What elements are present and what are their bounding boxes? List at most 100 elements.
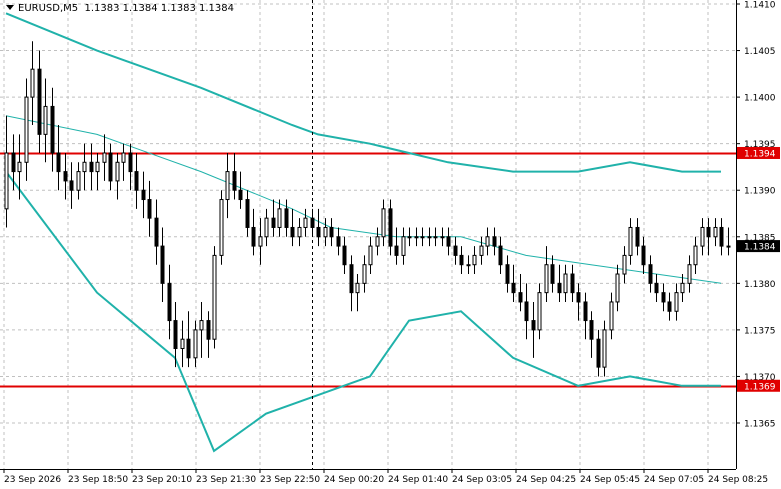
candle-body-bear bbox=[531, 320, 536, 331]
candle-body-bear bbox=[654, 282, 659, 294]
candle-body-bear bbox=[251, 226, 256, 247]
candle bbox=[537, 283, 542, 340]
candle-body-bear bbox=[583, 301, 588, 322]
level-price-label[interactable]: 1.1369 bbox=[744, 382, 776, 392]
candle bbox=[362, 255, 367, 293]
time-tick-label[interactable]: 23 Sep 18:50 bbox=[68, 475, 128, 485]
time-tick-label[interactable]: 23 Sep 22:50 bbox=[260, 475, 320, 485]
candle bbox=[206, 311, 211, 358]
candle bbox=[433, 227, 438, 247]
candle-body-bear bbox=[134, 171, 139, 191]
candle-body-bull bbox=[485, 236, 490, 247]
candle bbox=[615, 264, 620, 312]
time-tick-label[interactable]: 24 Sep 05:45 bbox=[580, 475, 640, 485]
candle bbox=[245, 190, 250, 237]
symbol-timeframe: EURUSD,M5 bbox=[18, 3, 79, 14]
candle-body-bear bbox=[667, 301, 672, 312]
time-tick-label[interactable]: 23 Sep 20:10 bbox=[132, 475, 192, 485]
candle bbox=[440, 227, 445, 247]
candle-body-bull bbox=[407, 236, 412, 239]
candle bbox=[674, 283, 679, 321]
candle-body-bull bbox=[440, 236, 445, 239]
time-tick-label[interactable]: 24 Sep 03:05 bbox=[452, 475, 512, 485]
candle bbox=[180, 320, 185, 368]
candle-body-bull bbox=[713, 226, 718, 238]
candle bbox=[687, 255, 692, 293]
candle bbox=[11, 134, 16, 191]
candle-body-bull bbox=[30, 68, 35, 98]
candle bbox=[342, 236, 347, 275]
current-price-label: 1.1384 bbox=[744, 243, 776, 253]
candle bbox=[251, 208, 256, 256]
candle-body-bear bbox=[342, 245, 347, 266]
candle-body-bear bbox=[50, 105, 55, 154]
candle bbox=[108, 143, 113, 191]
upper-band-line bbox=[5, 12, 721, 173]
price-tick-label: 1.1385 bbox=[744, 233, 776, 243]
candle bbox=[56, 125, 61, 191]
candle-body-bear bbox=[37, 68, 42, 135]
time-tick-label[interactable]: 23 Sep 2026 bbox=[4, 475, 61, 485]
candle bbox=[472, 246, 477, 275]
candle-body-bull bbox=[726, 245, 731, 248]
candle bbox=[186, 311, 191, 368]
time-tick-label[interactable]: 24 Sep 01:40 bbox=[388, 475, 448, 485]
candle-body-bear bbox=[557, 282, 562, 294]
candle-body-bull bbox=[102, 152, 107, 163]
candle-body-bull bbox=[420, 236, 425, 239]
time-tick-label[interactable]: 24 Sep 04:25 bbox=[516, 475, 576, 485]
candle-body-bull bbox=[375, 236, 380, 247]
level-price-label-bg[interactable] bbox=[737, 146, 780, 159]
candle-body-bull bbox=[680, 282, 685, 294]
candle bbox=[134, 152, 139, 209]
candle bbox=[43, 78, 48, 163]
candle-body-bull bbox=[466, 264, 471, 267]
candle-body-bear bbox=[661, 292, 666, 303]
time-axis[interactable]: 23 Sep 2026 23 Sep 18:50 23 Sep 20:10 23 Se… bbox=[3, 469, 768, 485]
candle bbox=[485, 227, 490, 256]
candle-body-bull bbox=[199, 320, 204, 331]
candle bbox=[563, 264, 568, 302]
candle-body-bull bbox=[17, 161, 22, 173]
level-price-label-bg[interactable] bbox=[737, 379, 780, 392]
candle bbox=[706, 218, 711, 256]
candle-body-bear bbox=[238, 189, 243, 201]
candle-body-bear bbox=[706, 226, 711, 238]
price-axis[interactable]: 1.14101.14051.14001.13951.13901.13851.13… bbox=[736, 1, 780, 430]
candle bbox=[368, 236, 373, 275]
time-tick-label[interactable]: 24 Sep 00:20 bbox=[324, 475, 384, 485]
candle-body-bear bbox=[446, 236, 451, 247]
time-tick-label[interactable]: 24 Sep 08:25 bbox=[708, 475, 768, 485]
candle bbox=[550, 255, 555, 293]
candle bbox=[349, 255, 354, 312]
candle-body-bull bbox=[687, 264, 692, 284]
candle bbox=[628, 218, 633, 265]
candle-body-bear bbox=[349, 264, 354, 294]
candle-body-bear bbox=[245, 199, 250, 228]
collapse-triangle-icon[interactable] bbox=[6, 5, 14, 10]
candle-body-bear bbox=[232, 171, 237, 191]
candle bbox=[726, 227, 731, 256]
time-tick-label[interactable]: 23 Sep 21:30 bbox=[196, 475, 256, 485]
candle-body-bull bbox=[427, 236, 432, 239]
candle bbox=[50, 87, 55, 172]
candle-body-bear bbox=[147, 199, 152, 219]
level-price-label[interactable]: 1.1394 bbox=[744, 149, 776, 159]
candle-body-bull bbox=[479, 245, 484, 256]
candle bbox=[258, 218, 263, 265]
ohlc-values: 1.1383 1.1384 1.1383 1.1384 bbox=[84, 3, 234, 14]
candle bbox=[589, 311, 594, 358]
candle-body-bear bbox=[173, 320, 178, 350]
candle-body-bull bbox=[414, 236, 419, 239]
candle-body-bear bbox=[498, 245, 503, 266]
candle bbox=[297, 218, 302, 247]
candle bbox=[446, 227, 451, 256]
candle-body-bear bbox=[719, 226, 724, 247]
candle-body-bull bbox=[674, 292, 679, 312]
candle-body-bull bbox=[622, 254, 627, 275]
candle bbox=[576, 283, 581, 321]
candle bbox=[693, 236, 698, 275]
candle-body-bull bbox=[544, 264, 549, 294]
time-tick-label[interactable]: 24 Sep 07:05 bbox=[644, 475, 704, 485]
